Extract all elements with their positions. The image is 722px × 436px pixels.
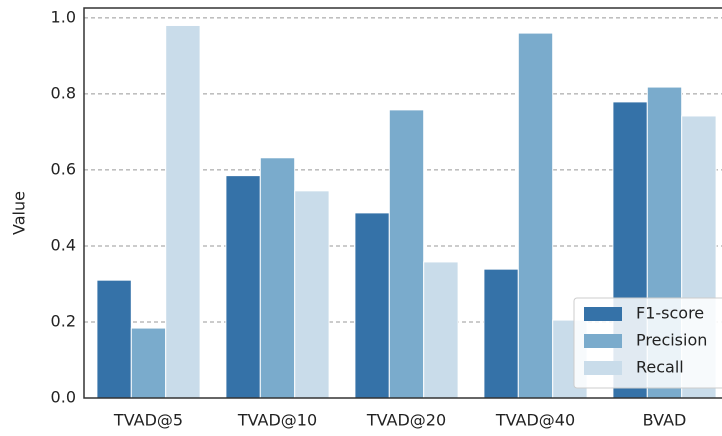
bar [517, 32, 554, 399]
x-tick-label: TVAD@5 [113, 411, 183, 430]
y-tick-label: 0.0 [51, 388, 76, 407]
y-tick-label: 0.4 [51, 235, 76, 254]
bar [483, 268, 519, 399]
y-tick-label: 0.2 [51, 311, 76, 330]
bar [259, 157, 296, 399]
plot-frame [83, 7, 722, 399]
bar [294, 190, 330, 399]
y-axis-label: Value [10, 191, 29, 235]
bar [225, 175, 261, 399]
y-tick-label: 0.8 [51, 83, 76, 102]
bar [354, 212, 390, 399]
legend-swatch [584, 334, 622, 348]
x-tick-label: BVAD [643, 411, 687, 430]
legend: F1-score Precision Recall [573, 297, 722, 389]
bar [423, 261, 459, 399]
bar [165, 24, 201, 399]
bar [388, 109, 425, 399]
x-tick-label: TVAD@40 [495, 411, 575, 430]
y-tick-label: 1.0 [51, 7, 76, 26]
legend-label: Recall [636, 358, 684, 377]
x-tick-label: TVAD@20 [366, 411, 446, 430]
bar [130, 327, 167, 399]
y-tick-label: 0.6 [51, 159, 76, 178]
x-tick-label: TVAD@10 [237, 411, 317, 430]
legend-swatch [584, 361, 622, 375]
legend-label: Precision [636, 331, 707, 350]
legend-label: F1-score [636, 304, 704, 323]
bar [96, 279, 132, 399]
legend-swatch [584, 307, 622, 321]
